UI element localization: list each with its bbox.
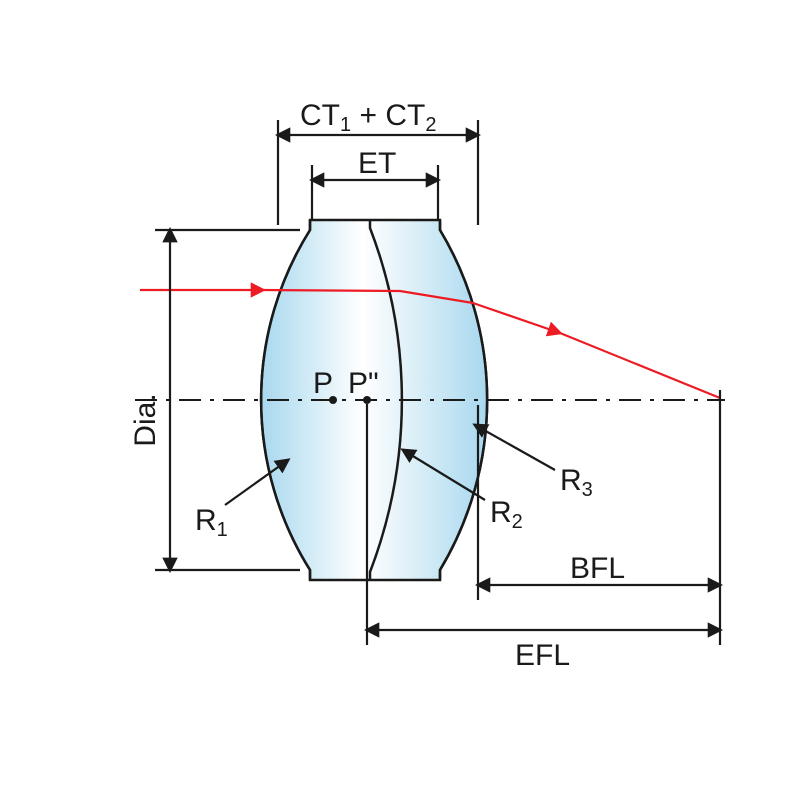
label-p: P <box>313 367 333 400</box>
label-p2: P" <box>348 367 379 400</box>
dim-et: ET <box>312 147 438 220</box>
label-r1: R1 <box>195 504 228 541</box>
leader-r3: R3 <box>475 425 593 501</box>
label-ct: CT1 + CT2 <box>300 99 436 136</box>
label-et: ET <box>358 147 396 180</box>
label-efl: EFL <box>515 639 570 672</box>
dim-efl: EFL <box>367 630 720 672</box>
label-bfl: BFL <box>570 552 625 585</box>
label-r3: R3 <box>560 464 593 501</box>
label-dia: Dia. <box>129 393 162 446</box>
dim-bfl: BFL <box>478 552 720 585</box>
label-r2: R2 <box>490 496 523 533</box>
